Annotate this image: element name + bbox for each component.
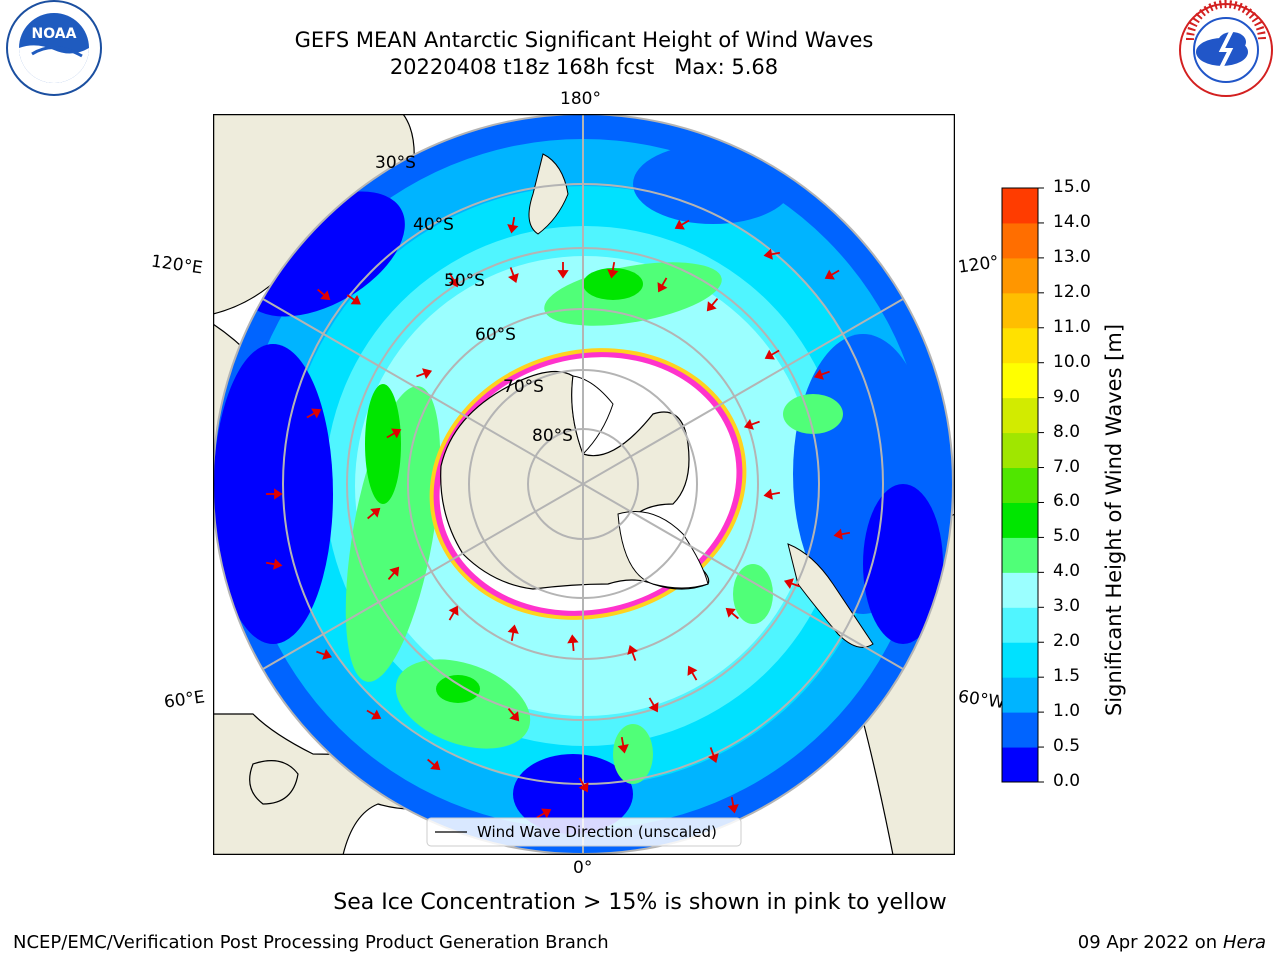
colorbar-tick-label: 12.0 — [1053, 281, 1091, 302]
colorbar-tick-label: 13.0 — [1053, 246, 1091, 267]
colorbar-tick-label: 7.0 — [1053, 456, 1081, 477]
colorbar-tick-label: 6.0 — [1053, 491, 1081, 512]
colorbar-tick-label: 4.0 — [1053, 561, 1081, 582]
colorbar-border — [1001, 187, 1039, 783]
colorbar-swatch — [1002, 502, 1038, 538]
lat-label-70s: 70°S — [503, 377, 544, 397]
map-legend: Wind Wave Direction (unscaled) — [426, 817, 742, 847]
nws-logo — [1179, 0, 1273, 97]
colorbar-label: Significant Height of Wind Waves [m] — [1102, 323, 1126, 717]
sea-ice-caption: Sea Ice Concentration > 15% is shown in … — [333, 890, 947, 915]
colorbar-swatch — [1002, 572, 1038, 608]
colorbar-tick-label: 10.0 — [1053, 351, 1091, 372]
lon-label-180: 180° — [560, 89, 601, 109]
colorbar-swatch — [1002, 292, 1038, 329]
lon-label-120e: 120°E — [149, 251, 204, 279]
footer-host: Hera — [1222, 932, 1266, 953]
map-legend-label: Wind Wave Direction (unscaled) — [477, 823, 717, 841]
colorbar-tick-label: 0.0 — [1053, 771, 1081, 791]
colorbar-tick-label: 11.0 — [1053, 316, 1091, 337]
colorbar-swatch — [1002, 747, 1038, 783]
lat-label-60s: 60°S — [475, 325, 516, 345]
colorbar-tick-label: 1.0 — [1053, 701, 1081, 722]
lon-label-120w: 120° — [956, 252, 1001, 278]
footer-credit: NCEP/EMC/Verification Post Processing Pr… — [13, 932, 609, 953]
noaa-logo-text: NOAA — [32, 26, 77, 42]
footer-date: 09 Apr 2022 on Hera — [1078, 932, 1266, 953]
lat-label-30s: 30°S — [375, 153, 416, 173]
colorbar-swatch — [1002, 397, 1038, 434]
lat-label-40s: 40°S — [413, 215, 454, 235]
colorbar-swatch — [1002, 642, 1038, 678]
colorbar-swatch — [1002, 677, 1038, 713]
colorbar-swatch — [1002, 537, 1038, 573]
colorbar-tick-label: 15.0 — [1053, 177, 1091, 197]
colorbar-swatch — [1002, 327, 1038, 364]
colorbar-tick-label: 3.0 — [1053, 596, 1081, 617]
noaa-logo: NOAA — [6, 0, 102, 96]
colorbar-swatch — [1002, 712, 1038, 748]
map-frame — [213, 114, 955, 855]
map-panel: Wind Wave Direction (unscaled) 30°S 40°S… — [213, 114, 955, 855]
chart-title: GEFS MEAN Antarctic Significant Height o… — [294, 28, 874, 52]
colorbar-swatch — [1002, 607, 1038, 643]
lon-label-60w: 60°W — [956, 686, 1007, 714]
chart-subtitle: 20220408 t18z 168h fcst Max: 5.68 — [389, 55, 779, 79]
colorbar-tick-label: 14.0 — [1053, 211, 1091, 232]
colorbar-swatch — [1002, 188, 1038, 224]
lon-label-60e: 60°E — [162, 687, 207, 713]
colorbar-swatch — [1002, 432, 1038, 469]
lat-label-80s: 80°S — [532, 426, 573, 446]
lat-label-50s: 50°S — [444, 271, 485, 291]
colorbar-tick-label: 1.5 — [1053, 666, 1081, 687]
colorbar-tick-label: 0.5 — [1053, 736, 1081, 757]
colorbar — [1001, 187, 1044, 783]
colorbar-swatch — [1002, 467, 1038, 503]
colorbar-swatch — [1002, 257, 1038, 294]
colorbar-swatch — [1002, 222, 1038, 259]
lon-label-0: 0° — [573, 858, 593, 878]
wind-wave-arrows — [265, 216, 851, 819]
colorbar-tick-label: 2.0 — [1053, 631, 1081, 652]
footer-date-text: 09 Apr 2022 on — [1077, 932, 1223, 953]
colorbar-tick-label: 5.0 — [1053, 526, 1081, 547]
colorbar-tick-label: 9.0 — [1053, 386, 1081, 407]
colorbar-swatch — [1002, 362, 1038, 399]
colorbar-tick-label: 8.0 — [1053, 421, 1081, 442]
